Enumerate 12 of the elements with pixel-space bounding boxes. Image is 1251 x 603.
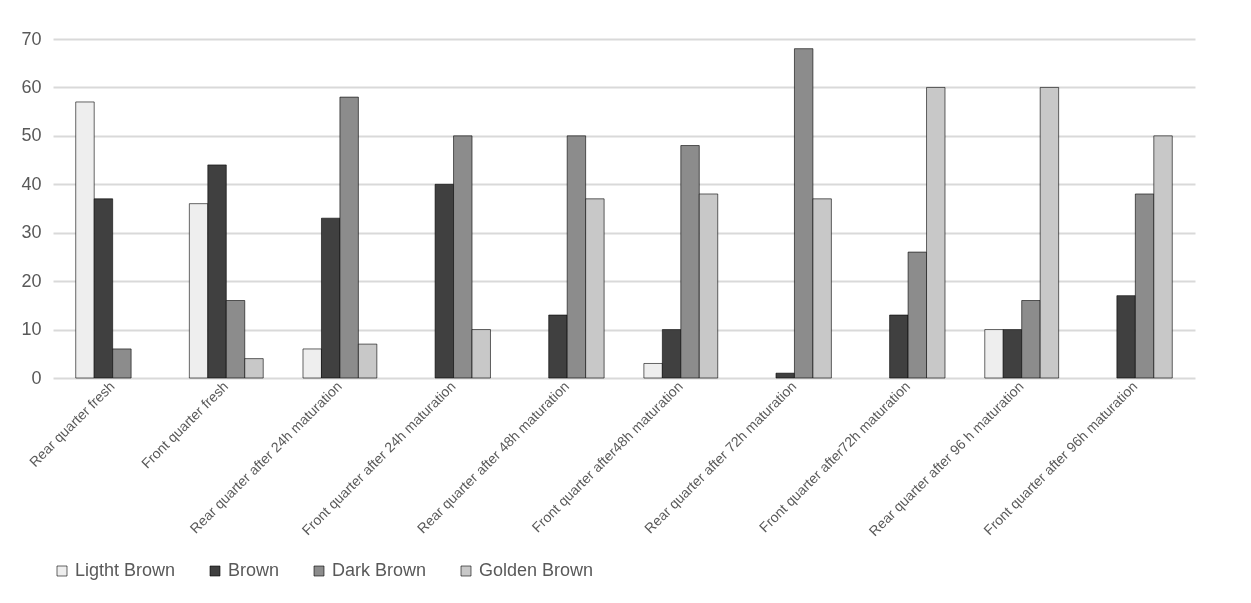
legend-label: Ligtht Brown bbox=[75, 560, 176, 580]
legend-label: Golden Brown bbox=[479, 560, 594, 580]
y-tick-label: 20 bbox=[21, 270, 42, 291]
legend-label: Dark Brown bbox=[332, 560, 427, 580]
y-tick-label: 60 bbox=[21, 76, 42, 97]
y-tick-label: 70 bbox=[21, 28, 42, 49]
y-tick-label: 10 bbox=[21, 319, 42, 340]
y-tick-label: 30 bbox=[21, 222, 42, 243]
y-tick-label: 0 bbox=[31, 367, 42, 388]
legend-label: Brown bbox=[228, 560, 280, 580]
y-tick-label: 50 bbox=[21, 125, 42, 146]
y-tick-label: 40 bbox=[21, 173, 42, 194]
